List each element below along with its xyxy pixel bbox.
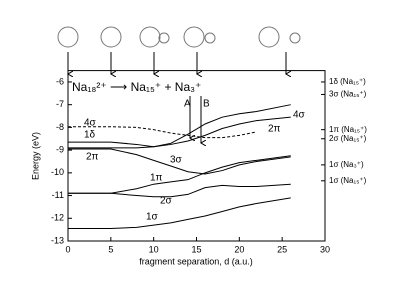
annotation: B	[203, 99, 210, 110]
equation: Na₁₈²⁺ ⟶ Na₁₅⁺ + Na₃⁺	[72, 80, 201, 94]
annotation: 4σ	[293, 110, 306, 121]
annotation: 2σ	[160, 196, 173, 207]
y2-tick-label: 3σ (Na₁₅⁺)	[329, 90, 367, 99]
y2-tick-label: 1π (Na₁₅⁺)	[329, 125, 367, 134]
y-tick-label: -6	[56, 76, 64, 86]
x-tick-label: 25	[277, 244, 287, 254]
y-tick-label: -8	[56, 122, 64, 132]
series-line	[68, 197, 291, 230]
x-tick-label: 30	[320, 244, 330, 254]
series-line	[68, 183, 291, 198]
series-line	[68, 104, 291, 148]
x-tick-label: 15	[191, 244, 201, 254]
annotation: 1σ	[146, 212, 159, 223]
y-tick-label: -9	[56, 144, 64, 154]
series-line	[68, 148, 291, 175]
y-tick-label: -12	[51, 213, 64, 223]
x-tick-label: 5	[108, 244, 113, 254]
series-line	[68, 155, 291, 194]
annotation: 1π	[150, 173, 163, 184]
annotation: 2π	[86, 152, 99, 163]
y2-tick-label: 1σ (Na₃⁺)	[329, 160, 364, 169]
annotation: 2π	[268, 124, 281, 135]
annotation: 1δ	[84, 130, 96, 141]
y-axis-label: Energy (eV)	[30, 132, 40, 180]
series-line	[68, 116, 291, 149]
y-tick-label: -13	[51, 235, 64, 245]
y2-tick-label: 1σ (Na₁₅⁺)	[329, 176, 367, 185]
y-tick-label: -10	[51, 167, 64, 177]
x-tick-label: 20	[234, 244, 244, 254]
y-tick-label: -11	[52, 190, 64, 200]
x-tick-label: 10	[149, 244, 159, 254]
annotation: 4σ	[84, 118, 97, 129]
annotation: A	[184, 99, 191, 110]
plot-frame	[67, 70, 326, 242]
x-tick-label: 0	[65, 244, 70, 254]
y2-tick-label: 2σ (Na₁₅⁺)	[329, 134, 367, 143]
annotation: 3σ	[170, 155, 183, 166]
series-line	[68, 126, 257, 139]
cluster-icons	[57, 26, 301, 48]
y2-tick-label: 1δ (Na₁₅⁺)	[329, 77, 366, 86]
y-tick-label: -7	[56, 99, 64, 109]
x-axis-label: fragment separation, d (a.u.)	[139, 256, 253, 266]
